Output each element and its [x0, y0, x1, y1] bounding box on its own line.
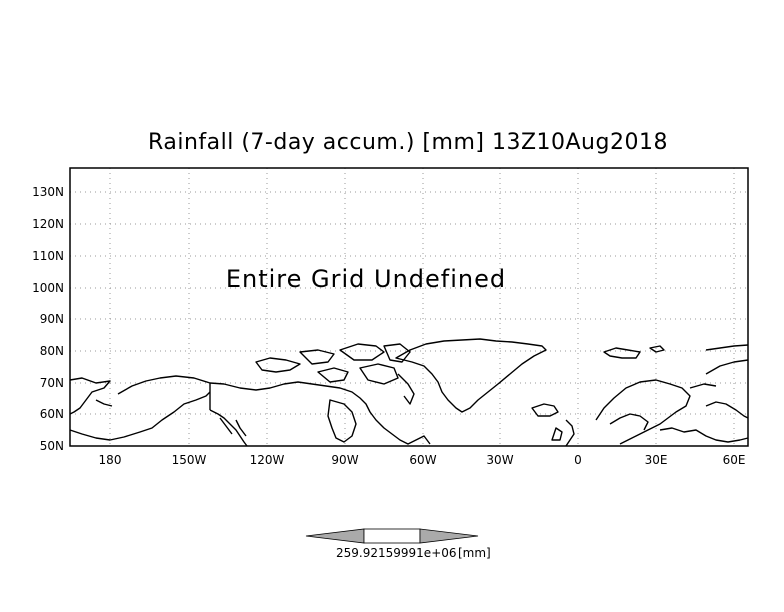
lat-tick-label: 60N	[40, 407, 64, 421]
lat-tick-label: 120N	[32, 217, 64, 231]
lat-tick-label: 90N	[40, 312, 64, 326]
coastline-scandinavia	[595, 379, 749, 445]
colorbar-box	[363, 528, 421, 544]
coastline-russia-north	[689, 344, 749, 389]
coastline-svalbard	[603, 345, 665, 359]
lon-tick-label: 0	[574, 453, 582, 467]
coastline-greenland	[395, 338, 547, 413]
coastline-baltic	[705, 401, 749, 419]
coastline-uk	[551, 419, 575, 447]
colorbar-left-arrow	[305, 528, 365, 544]
lon-tick-label: 30E	[645, 453, 668, 467]
graticule	[70, 168, 748, 446]
lon-tick-label: 120W	[250, 453, 285, 467]
no-data-message: Entire Grid Undefined	[226, 265, 506, 293]
map-frame	[69, 167, 749, 447]
lon-tick-label: 150W	[172, 453, 207, 467]
colorbar-right-arrow	[419, 528, 479, 544]
lon-tick-label: 30W	[486, 453, 513, 467]
coastline-hudson-bay	[327, 399, 357, 443]
lat-tick-label: 80N	[40, 344, 64, 358]
coastline-bc	[209, 409, 248, 447]
colorbar-label-right: 159991e+06	[378, 546, 457, 560]
coastline-canada-north	[209, 343, 431, 445]
lon-tick-label: 180	[99, 453, 122, 467]
lat-tick-label: 130N	[32, 185, 64, 199]
colorbar-label-left: 259.92	[336, 546, 378, 560]
coastline-alaska	[69, 375, 211, 441]
lat-tick-label: 50N	[40, 439, 64, 453]
lon-tick-label: 60E	[723, 453, 746, 467]
colorbar-unit: [mm]	[458, 546, 491, 560]
coastlines	[69, 338, 749, 447]
lat-tick-label: 70N	[40, 376, 64, 390]
lon-tick-label: 90W	[331, 453, 358, 467]
lon-tick-label: 60W	[409, 453, 436, 467]
lat-tick-labels: 130N 120N 110N 100N 90N 80N 70N 60N 50N	[32, 185, 64, 453]
lat-tick-label: 100N	[32, 281, 64, 295]
lat-tick-label: 110N	[32, 249, 64, 263]
map-title: Rainfall (7-day accum.) [mm] 13Z10Aug201…	[148, 130, 668, 155]
coastline-iceland	[531, 403, 559, 417]
lon-tick-labels: 180 150W 120W 90W 60W 30W 0 30E 60E	[99, 453, 746, 467]
colorbar: 259.92 159991e+06 [mm]	[305, 528, 491, 560]
